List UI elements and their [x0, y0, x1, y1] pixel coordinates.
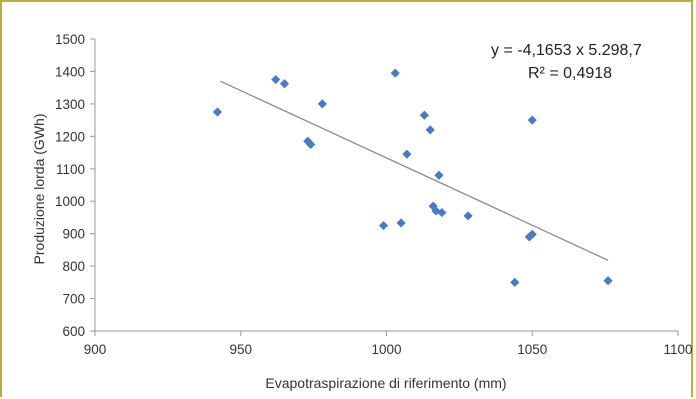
data-point [306, 139, 316, 150]
data-point [317, 99, 327, 109]
trendline [220, 80, 609, 261]
data-point [396, 218, 406, 228]
data-point [463, 211, 473, 221]
x-ticks: 900 950 1000 1050 1100 [84, 331, 692, 357]
data-point [527, 229, 537, 239]
y-tick-label: 700 [62, 292, 85, 307]
y-tick-label: 1200 [55, 129, 85, 144]
data-point [434, 170, 444, 180]
data-point [603, 276, 613, 286]
r-squared-label: R² = 0,4918 [528, 65, 612, 82]
x-tick-label: 1050 [517, 342, 547, 357]
axes [94, 39, 678, 332]
data-point [527, 115, 537, 125]
data-point [279, 79, 290, 89]
data-points [212, 68, 613, 287]
data-point [510, 277, 520, 287]
x-tick-label: 1100 [663, 342, 692, 357]
data-point [212, 107, 223, 117]
data-point [425, 125, 435, 135]
data-point [437, 207, 447, 218]
y-tick-label: 600 [62, 324, 85, 339]
y-tick-label: 1400 [55, 64, 85, 79]
data-point [390, 68, 400, 78]
trendline-group [220, 80, 609, 261]
data-point [402, 149, 412, 159]
y-tick-label: 1000 [55, 194, 85, 209]
y-tick-label: 1500 [55, 32, 85, 47]
y-ticks: 600 700 800 900 1000 1100 1200 1300 1400 1500 [55, 32, 95, 339]
y-tick-label: 900 [62, 227, 85, 242]
x-tick-label: 1000 [371, 342, 401, 357]
x-tick-label: 950 [229, 342, 252, 357]
y-tick-label: 800 [62, 259, 85, 274]
x-tick-label: 900 [84, 342, 107, 357]
x-axis-title: Evapotraspirazione di riferimento (mm) [265, 375, 506, 391]
y-tick-label: 1300 [55, 97, 85, 112]
y-axis-title: Produzione lorda (GWh) [31, 114, 47, 265]
data-point [419, 110, 429, 120]
data-point [271, 74, 281, 85]
y-tick-label: 1100 [56, 162, 85, 177]
data-point [378, 220, 389, 231]
trendline-equation: y = -4,1653 x 5.298,7 [491, 42, 642, 59]
